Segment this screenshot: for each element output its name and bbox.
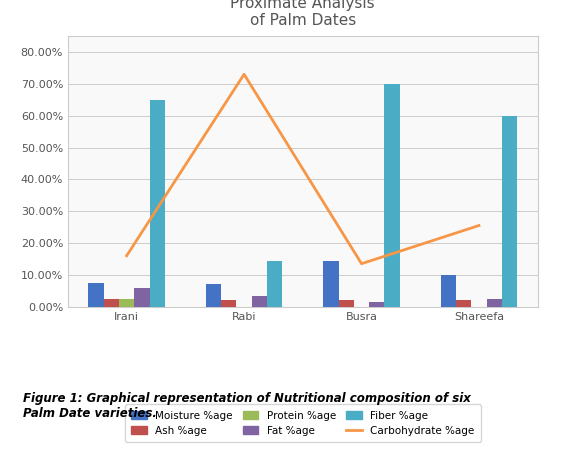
Bar: [149, 100, 165, 307]
Bar: [134, 288, 149, 307]
Carbohydrate %age: [358, 261, 365, 267]
Carbohydrate %age: [475, 223, 482, 228]
Bar: [267, 261, 282, 307]
Bar: [221, 300, 237, 307]
Bar: [369, 302, 384, 307]
Carbohydrate %age: [241, 72, 247, 77]
Bar: [487, 299, 502, 307]
Legend: Moisture %age, Ash %age, Protein %age, Fat %age, Fiber %age, Carbohydrate %age: Moisture %age, Ash %age, Protein %age, F…: [125, 405, 481, 442]
Line: Carbohydrate %age: Carbohydrate %age: [127, 74, 479, 264]
Title: Proximate Analysis
of Palm Dates: Proximate Analysis of Palm Dates: [230, 0, 375, 28]
Bar: [338, 300, 354, 307]
Bar: [104, 299, 119, 307]
Bar: [323, 261, 338, 307]
Text: Figure 1: Graphical representation of Nutritional composition of six
Palm Date v: Figure 1: Graphical representation of Nu…: [23, 392, 470, 420]
Bar: [502, 115, 517, 307]
Bar: [88, 283, 104, 307]
Bar: [119, 299, 134, 307]
Bar: [384, 84, 400, 307]
Bar: [206, 285, 221, 307]
Bar: [456, 300, 471, 307]
Carbohydrate %age: [123, 253, 130, 258]
Bar: [441, 275, 456, 307]
Bar: [252, 295, 267, 307]
